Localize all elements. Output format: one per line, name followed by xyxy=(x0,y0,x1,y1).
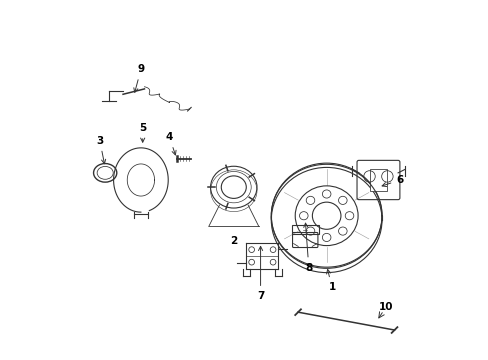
Text: 9: 9 xyxy=(134,64,144,92)
Text: 5: 5 xyxy=(139,123,146,142)
Text: 6: 6 xyxy=(381,175,403,186)
Text: 3: 3 xyxy=(96,136,105,164)
Bar xyxy=(369,169,386,191)
Text: 1: 1 xyxy=(326,270,335,292)
Text: 7: 7 xyxy=(256,246,264,301)
Bar xyxy=(291,225,318,234)
Text: 4: 4 xyxy=(165,132,176,155)
Text: 2: 2 xyxy=(230,236,237,246)
Text: 10: 10 xyxy=(378,302,392,312)
Text: 8: 8 xyxy=(303,223,312,273)
